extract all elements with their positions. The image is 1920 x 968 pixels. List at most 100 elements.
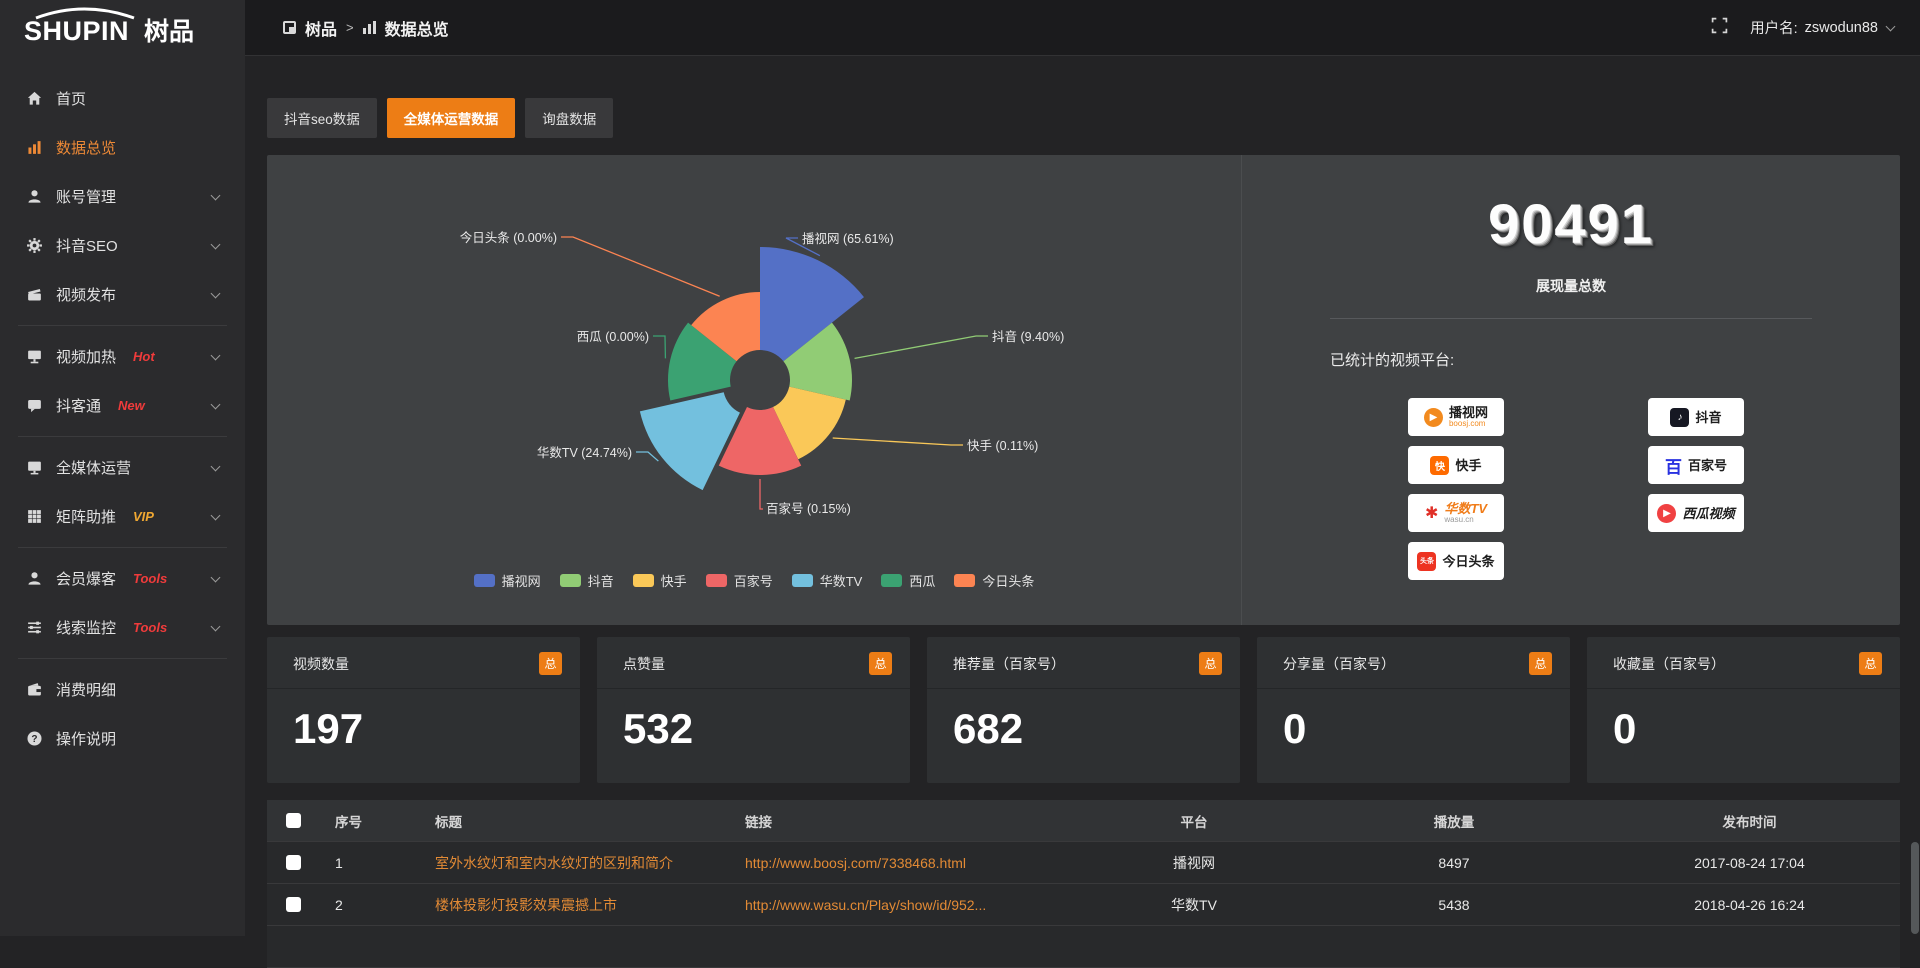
label-leader-line — [653, 336, 665, 358]
tab-omnimedia-data[interactable]: 全媒体运营数据 — [387, 98, 516, 138]
chevron-down-icon — [211, 510, 221, 520]
legend-item-百家号[interactable]: 百家号 — [706, 571, 773, 590]
user-icon — [26, 188, 43, 205]
pie-label: 今日头条 (0.00%) — [460, 230, 557, 245]
legend-item-快手[interactable]: 快手 — [633, 571, 687, 590]
legend-swatch — [706, 574, 727, 587]
wasu-logo-icon: ✱ — [1425, 503, 1438, 523]
chevron-down-icon — [211, 461, 221, 471]
table-row — [267, 926, 1900, 968]
sidebar-item-data-overview[interactable]: 数据总览 — [0, 123, 245, 172]
scrollbar[interactable] — [1910, 56, 1919, 936]
tab-douyin-seo[interactable]: 抖音seo数据 — [267, 98, 377, 138]
sidebar-item-video-heat[interactable]: 视频加热 Hot — [0, 332, 245, 381]
sidebar-item-help[interactable]: ? 操作说明 — [0, 714, 245, 763]
username-value: zswodun88 — [1805, 20, 1878, 36]
sidebar-item-spend-detail[interactable]: 消费明细 — [0, 665, 245, 714]
topbar: 树品 > 数据总览 用户名: zswodun88 — [245, 0, 1920, 56]
grid-icon — [26, 508, 43, 525]
monitor-icon — [26, 459, 43, 476]
legend-label: 快手 — [661, 571, 687, 590]
sidebar-item-label: 消费明细 — [56, 679, 116, 700]
row-checkbox[interactable] — [286, 855, 301, 870]
impressions-total: 90491 — [1242, 191, 1900, 256]
pie-slice-华数TV[interactable] — [640, 392, 740, 490]
legend-label: 西瓜 — [909, 571, 935, 590]
sidebar-item-douyin-seo[interactable]: 抖音SEO — [0, 221, 245, 270]
user-menu[interactable]: 用户名: zswodun88 — [1750, 17, 1894, 38]
divider — [1330, 318, 1812, 319]
pie-label: 西瓜 (0.00%) — [577, 330, 649, 344]
video-url-link[interactable]: http://www.wasu.cn/Play/show/id/952... — [729, 897, 1079, 913]
stat-cards-row: 视频数量总 197 点赞量总 532 推荐量（百家号）总 682 分享量（百家号… — [267, 637, 1900, 783]
breadcrumb-root[interactable]: 树品 — [305, 16, 337, 40]
sidebar-item-video-publish[interactable]: 视频发布 — [0, 270, 245, 319]
sidebar-item-matrix-boost[interactable]: 矩阵助推 VIP — [0, 492, 245, 541]
impressions-caption: 展现量总数 — [1242, 276, 1900, 296]
chevron-down-icon — [211, 399, 221, 409]
sidebar-item-accounts[interactable]: 账号管理 — [0, 172, 245, 221]
platforms-label: 已统计的视频平台: — [1330, 349, 1900, 370]
legend-swatch — [954, 574, 975, 587]
vip-tag: VIP — [133, 509, 154, 524]
home-icon — [26, 90, 43, 107]
wallet-icon — [26, 681, 43, 698]
pie-label: 抖音 (9.40%) — [992, 329, 1064, 344]
legend-item-华数TV[interactable]: 华数TV — [792, 571, 863, 590]
stat-card-favorites: 收藏量（百家号）总 0 — [1587, 637, 1900, 783]
app-logo[interactable]: SHUPIN 树品 — [0, 0, 245, 56]
sidebar-item-omnimedia[interactable]: 全媒体运营 — [0, 443, 245, 492]
sidebar-item-label: 全媒体运营 — [56, 457, 131, 478]
platform-badge-xigua: ▶ 西瓜视频 — [1648, 494, 1744, 532]
label-leader-line — [561, 237, 720, 296]
video-title-link[interactable]: 室外水纹灯和室内水纹灯的区别和简介 — [419, 853, 729, 873]
stat-card-recommends: 推荐量（百家号）总 682 — [927, 637, 1240, 783]
legend-label: 百家号 — [734, 571, 773, 590]
toutiao-logo-icon: 头条 — [1417, 552, 1436, 571]
sidebar-item-lead-monitor[interactable]: 线索监控 Tools — [0, 603, 245, 652]
label-leader-line — [833, 438, 963, 445]
legend-item-抖音[interactable]: 抖音 — [560, 571, 614, 590]
sidebar-item-label: 操作说明 — [56, 728, 116, 749]
pie-label: 百家号 (0.15%) — [766, 501, 851, 516]
baijiahao-logo-icon: 百 — [1665, 453, 1682, 478]
chevron-down-icon — [211, 239, 221, 249]
tab-inquiry-data[interactable]: 询盘数据 — [525, 98, 613, 138]
fullscreen-icon[interactable] — [1711, 17, 1728, 38]
username-label: 用户名: — [1750, 17, 1798, 38]
app-icon — [283, 21, 296, 34]
total-badge: 总 — [1529, 652, 1552, 675]
stat-value: 0 — [1587, 689, 1900, 753]
sidebar-item-doketong[interactable]: 抖客通 New — [0, 381, 245, 430]
gear-icon — [26, 237, 43, 254]
legend-item-播视网[interactable]: 播视网 — [474, 571, 541, 590]
select-all-checkbox[interactable] — [286, 813, 301, 828]
legend-item-西瓜[interactable]: 西瓜 — [881, 571, 935, 590]
sidebar-item-member-burst[interactable]: 会员爆客 Tools — [0, 554, 245, 603]
breadcrumb: 树品 > 数据总览 — [283, 16, 449, 40]
breadcrumb-current[interactable]: 数据总览 — [385, 16, 449, 40]
legend-label: 今日头条 — [982, 571, 1034, 590]
scrollbar-thumb[interactable] — [1911, 842, 1919, 934]
chart-legend: 播视网 抖音 快手 百家号华数TV 西瓜 今日头条 — [267, 565, 1241, 595]
video-title-link[interactable]: 楼体投影灯投影效果震撼上市 — [419, 895, 729, 915]
rose-pie-chart[interactable]: 播视网 (65.61%)抖音 (9.40%)快手 (0.11%)百家号 (0.1… — [267, 155, 1242, 565]
video-table: 序号 标题 链接 平台 播放量 发布时间 1 室外水纹灯和室内水纹灯的区别和简介… — [267, 800, 1900, 968]
sidebar-item-label: 视频加热 — [56, 346, 116, 367]
main-content: 抖音seo数据 全媒体运营数据 询盘数据 播视网 (65.61%)抖音 (9.4… — [245, 56, 1920, 936]
legend-swatch — [881, 574, 902, 587]
video-url-link[interactable]: http://www.boosj.com/7338468.html — [729, 855, 1079, 871]
legend-item-今日头条[interactable]: 今日头条 — [954, 571, 1034, 590]
platform-badge-douyin: ♪ 抖音 — [1648, 398, 1744, 436]
legend-label: 抖音 — [588, 571, 614, 590]
sidebar-item-label: 线索监控 — [56, 617, 116, 638]
clapperboard-icon — [26, 286, 43, 303]
legend-swatch — [474, 574, 495, 587]
sidebar-item-label: 抖音SEO — [56, 235, 118, 256]
sidebar-item-home[interactable]: 首页 — [0, 74, 245, 123]
row-checkbox[interactable] — [286, 897, 301, 912]
xigua-logo-icon: ▶ — [1657, 504, 1676, 523]
pie-label: 快手 (0.11%) — [967, 439, 1038, 453]
table-row: 2 楼体投影灯投影效果震撼上市 http://www.wasu.cn/Play/… — [267, 884, 1900, 926]
